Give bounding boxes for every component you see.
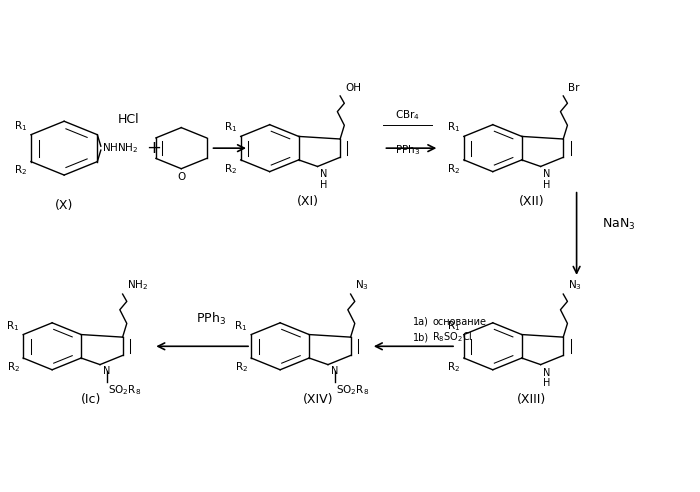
Text: N$_3$: N$_3$ bbox=[568, 278, 582, 292]
Text: O: O bbox=[177, 172, 186, 182]
Text: R$_2$: R$_2$ bbox=[14, 163, 27, 178]
Text: NH$_2$: NH$_2$ bbox=[127, 278, 148, 292]
Text: (XIV): (XIV) bbox=[303, 393, 334, 406]
Text: R$_2$: R$_2$ bbox=[234, 360, 248, 374]
Text: OH: OH bbox=[345, 84, 361, 93]
Text: Br: Br bbox=[568, 84, 580, 93]
Text: (XIII): (XIII) bbox=[517, 393, 546, 406]
Text: SO$_2$R$_8$: SO$_2$R$_8$ bbox=[108, 383, 141, 397]
Text: (XII): (XII) bbox=[519, 195, 544, 208]
Text: PPh$_3$: PPh$_3$ bbox=[395, 143, 420, 157]
Text: HCl: HCl bbox=[118, 113, 140, 126]
Text: R$_2$: R$_2$ bbox=[447, 360, 461, 374]
Text: R$_1$: R$_1$ bbox=[6, 319, 20, 333]
Text: SO$_2$R$_8$: SO$_2$R$_8$ bbox=[337, 383, 370, 397]
Text: NHNH$_2$: NHNH$_2$ bbox=[102, 141, 139, 155]
Text: R$_1$: R$_1$ bbox=[14, 119, 27, 133]
Text: R$_2$: R$_2$ bbox=[224, 162, 237, 176]
Text: NaN$_3$: NaN$_3$ bbox=[603, 216, 636, 232]
Text: R$_1$: R$_1$ bbox=[447, 121, 461, 134]
Text: N
H: N H bbox=[543, 368, 551, 388]
Text: R$_2$: R$_2$ bbox=[447, 162, 461, 176]
Text: R$_1$: R$_1$ bbox=[447, 319, 461, 333]
Text: N: N bbox=[103, 366, 110, 376]
Text: N: N bbox=[331, 366, 338, 376]
Text: N$_3$: N$_3$ bbox=[356, 278, 370, 292]
Text: R$_8$SO$_2$Cl: R$_8$SO$_2$Cl bbox=[433, 331, 473, 344]
Text: R$_1$: R$_1$ bbox=[234, 319, 248, 333]
Text: N
H: N H bbox=[543, 169, 551, 190]
Text: 1a): 1a) bbox=[413, 317, 429, 327]
Text: основание: основание bbox=[433, 317, 486, 327]
Text: (X): (X) bbox=[55, 199, 74, 212]
Text: (Ic): (Ic) bbox=[80, 393, 101, 406]
Text: CBr$_4$: CBr$_4$ bbox=[395, 108, 419, 122]
Text: N
H: N H bbox=[321, 169, 328, 190]
Text: R$_1$: R$_1$ bbox=[224, 121, 237, 134]
Text: PPh$_3$: PPh$_3$ bbox=[195, 311, 225, 328]
Text: 1b): 1b) bbox=[413, 333, 429, 342]
Text: (XI): (XI) bbox=[298, 195, 319, 208]
Text: R$_2$: R$_2$ bbox=[6, 360, 20, 374]
Text: +: + bbox=[146, 139, 161, 157]
